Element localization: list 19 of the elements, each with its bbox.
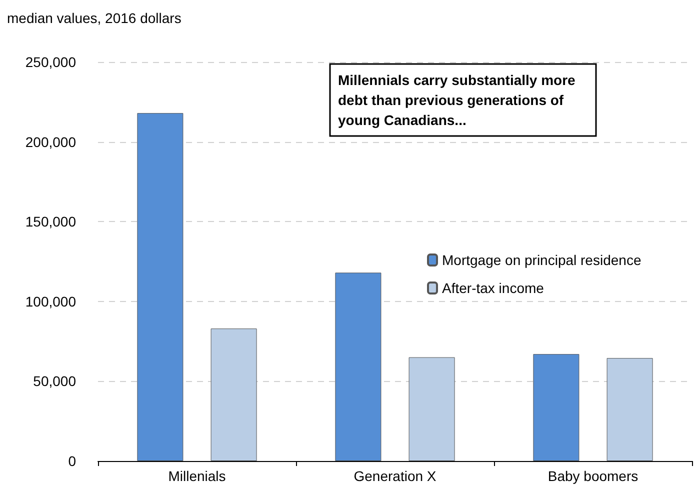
y-tick-label: 0 (68, 453, 76, 469)
legend-label: Mortgage on principal residence (442, 252, 642, 268)
x-tick-label: Generation X (354, 468, 437, 484)
legend-label: After-tax income (442, 280, 544, 296)
y-tick-label: 200,000 (25, 134, 76, 150)
x-tick-label: Millenials (168, 468, 226, 484)
bar (408, 357, 455, 461)
bar (606, 358, 653, 461)
y-tick-label: 100,000 (25, 293, 76, 310)
x-tick-label: Baby boomers (548, 468, 638, 484)
bar (210, 328, 257, 461)
y-axis-title: median values, 2016 dollars (7, 10, 182, 26)
y-tick-label: 50,000 (33, 373, 76, 390)
y-tick-label: 150,000 (25, 214, 76, 230)
bar (533, 354, 580, 461)
bar (137, 113, 184, 461)
annotation: Millennials carry substantially more debt than previous generations of young Canadians... (338, 72, 580, 128)
y-tick-label: 250,000 (25, 54, 76, 70)
bar (335, 272, 382, 461)
